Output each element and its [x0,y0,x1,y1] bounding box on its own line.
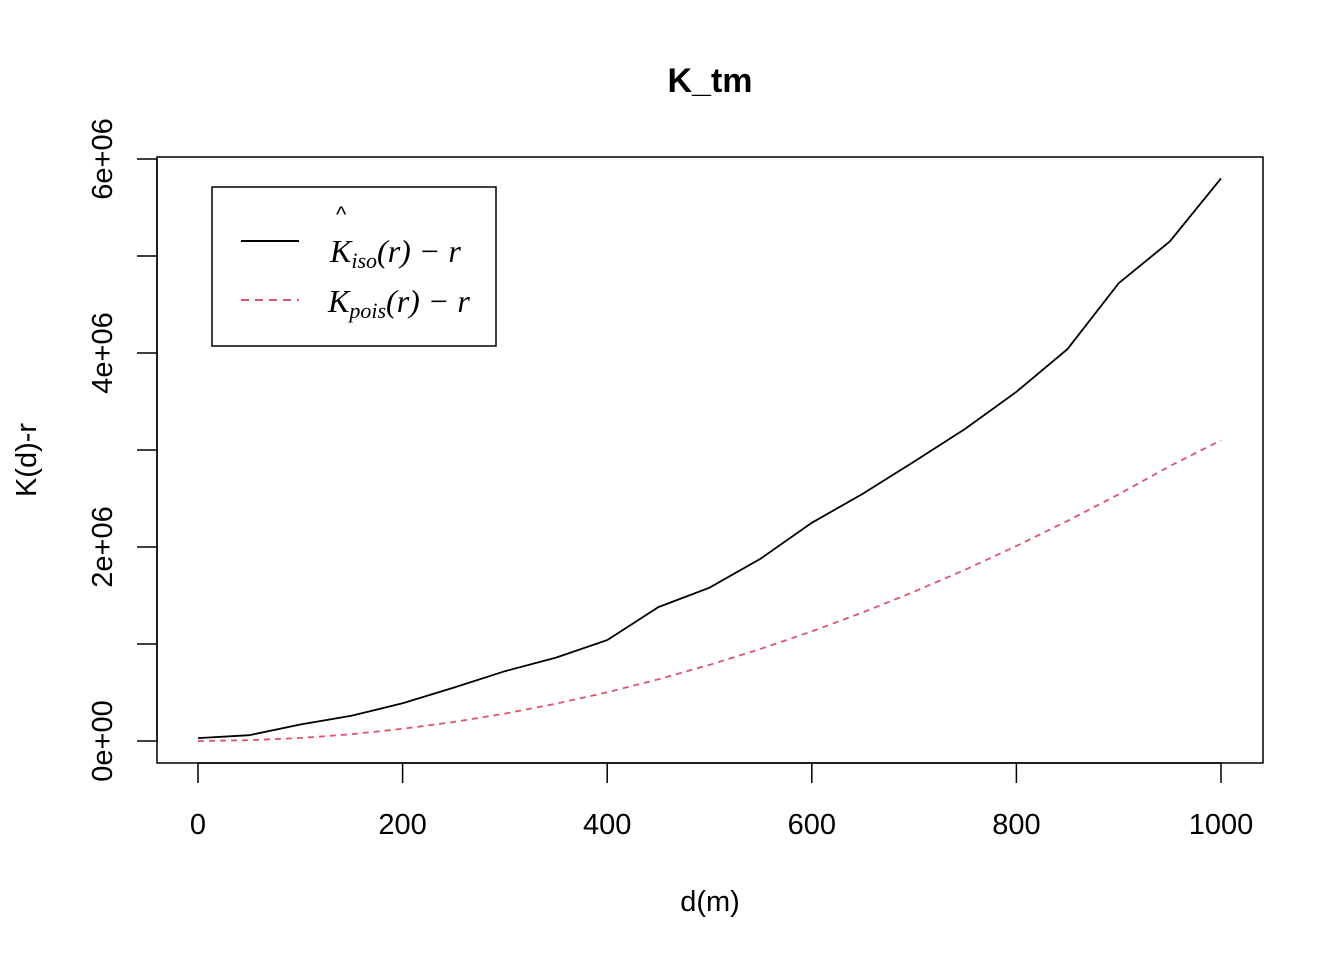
x-tick-label: 800 [992,809,1040,841]
x-axis-label: d(m) [680,886,740,918]
legend-label-kpois: Kpois(r) − r [327,283,470,323]
x-tick-label: 0 [190,809,206,841]
series-line-1 [198,440,1221,741]
legend-kpois-main: K [327,283,351,319]
legend-label-kiso: Kiso(r) − r [329,233,461,273]
legend-kiso-sub: iso [351,248,377,273]
chart-title: K_tm [667,62,752,100]
y-tick-label: 4e+06 [87,312,119,393]
x-axis: 0 200 400 600 800 1000 [190,763,1253,841]
legend-kiso-main: K [329,233,353,269]
legend-kpois-sub: pois [347,298,386,323]
y-axis-label: K(d)-r [11,423,43,497]
legend-kpois-tail: (r) − r [386,283,470,319]
y-tick-label: 6e+06 [87,118,119,199]
x-tick-label: 600 [788,809,836,841]
y-tick-label: 2e+06 [87,506,119,587]
x-tick-label: 200 [378,809,426,841]
x-tick-label: 400 [583,809,631,841]
legend-kiso-tail: (r) − r [377,233,461,269]
y-axis: 0e+00 2e+06 4e+06 6e+06 [87,118,157,781]
y-tick-label: 0e+00 [87,700,119,781]
legend-kiso-hat: ^ [336,202,347,227]
legend: ^ Kiso(r) − r Kpois(r) − r [212,187,496,346]
x-tick-label: 1000 [1189,809,1254,841]
